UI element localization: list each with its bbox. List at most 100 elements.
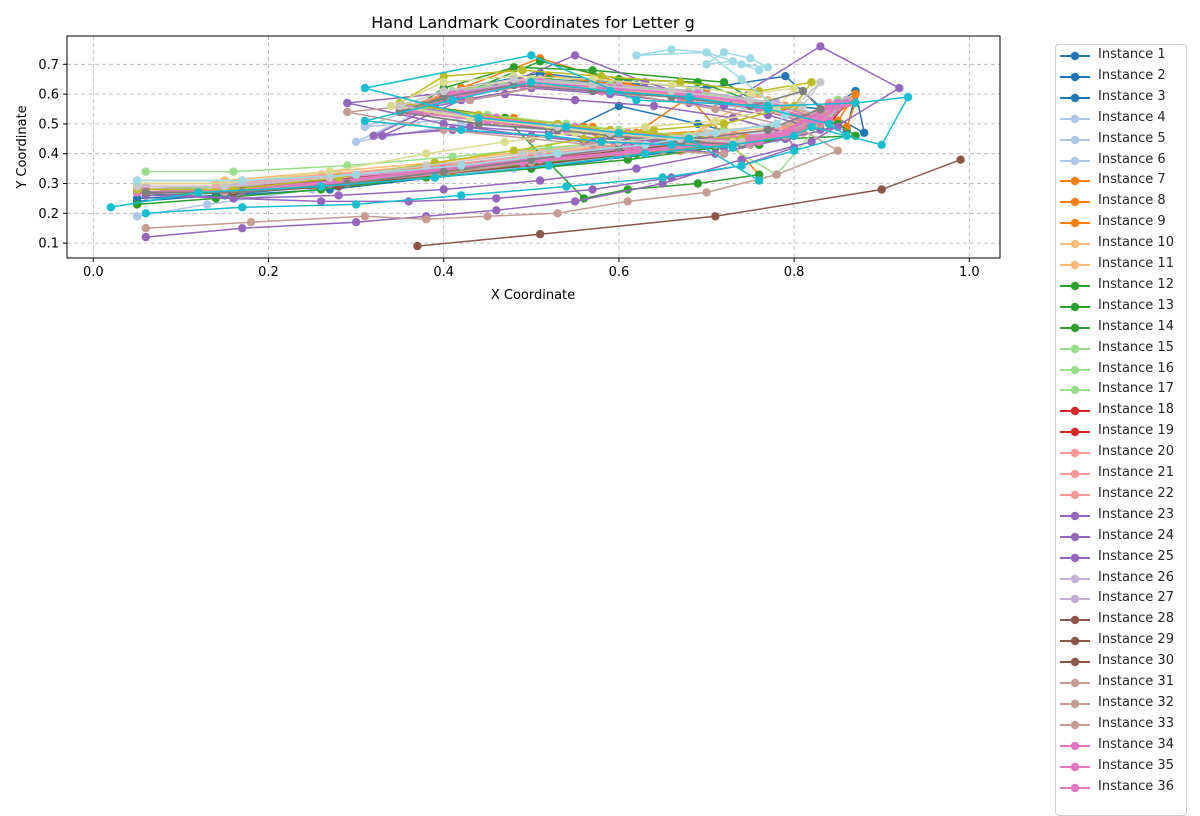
- legend-label: Instance 29: [1098, 632, 1174, 648]
- data-point: [448, 152, 457, 161]
- data-point: [737, 137, 746, 146]
- data-point: [570, 197, 580, 206]
- data-point: [860, 128, 869, 137]
- data-point: [343, 179, 352, 188]
- legend-swatch: [1060, 218, 1090, 228]
- data-point: [194, 188, 203, 197]
- data-point: [316, 197, 326, 206]
- legend-label: Instance 15: [1098, 339, 1174, 355]
- data-point: [579, 134, 589, 143]
- data-point: [386, 101, 396, 111]
- legend: Instance 1 Instance 2 Instance 3 Instance 4…: [1055, 44, 1187, 816]
- legend-swatch: [1060, 762, 1090, 771]
- y-axis: 0.1 0.2 0.3 0.4 0.5 0.6 0.7: [38, 58, 67, 252]
- data-point: [203, 200, 212, 209]
- legend-swatch: [1060, 741, 1090, 750]
- legend-label: Instance 22: [1098, 485, 1174, 501]
- data-point: [527, 51, 536, 60]
- data-point: [474, 119, 483, 129]
- legend-label: Instance 35: [1098, 757, 1174, 773]
- data-point: [614, 83, 624, 93]
- legend-label: Instance 5: [1098, 130, 1166, 146]
- data-point: [649, 125, 659, 135]
- series-line: [417, 158, 961, 247]
- x-tick-label: 0.6: [609, 265, 630, 280]
- data-point: [351, 200, 361, 209]
- data-point: [676, 78, 685, 87]
- legend-item: Instance 2: [1056, 67, 1186, 87]
- y-tick-label: 0.1: [38, 237, 59, 252]
- data-point: [509, 75, 518, 84]
- legend-label: Instance 27: [1098, 590, 1174, 606]
- legend-swatch: [1060, 365, 1090, 374]
- data-point: [623, 143, 632, 152]
- data-point: [439, 78, 448, 87]
- data-point: [570, 95, 580, 105]
- series-layer: [106, 42, 965, 251]
- data-point: [702, 128, 711, 137]
- legend-item: Instance 23: [1056, 506, 1186, 526]
- data-point: [132, 194, 142, 203]
- data-point: [588, 185, 597, 194]
- legend-label: Instance 24: [1098, 527, 1174, 543]
- data-point: [141, 209, 150, 218]
- x-axis-label: X Coordinate: [491, 288, 575, 303]
- x-axis: 0.0 0.2 0.4 0.6 0.8 1.0: [83, 258, 980, 280]
- legend-label: Instance 18: [1098, 402, 1174, 418]
- data-point: [246, 218, 256, 227]
- legend-label: Instance 4: [1098, 109, 1166, 125]
- data-point: [667, 81, 676, 90]
- legend-item: Instance 29: [1056, 631, 1186, 651]
- legend-swatch: [1060, 281, 1090, 291]
- data-point: [825, 119, 834, 129]
- data-point: [895, 83, 904, 93]
- legend-swatch: [1060, 135, 1090, 144]
- legend-swatch: [1060, 156, 1090, 165]
- legend-label: Instance 14: [1098, 318, 1174, 334]
- data-point: [553, 209, 562, 218]
- x-tick-label: 0.4: [433, 265, 454, 280]
- chart-title: Hand Landmark Coordinates for Letter g: [371, 13, 694, 32]
- legend-swatch: [1060, 260, 1090, 270]
- legend-swatch: [1060, 427, 1090, 437]
- data-point: [369, 131, 378, 140]
- legend-swatch: [1060, 302, 1090, 311]
- data-point: [448, 95, 457, 105]
- data-point: [229, 194, 238, 203]
- y-axis-label: Y Coordinate: [15, 105, 30, 189]
- data-point: [457, 125, 466, 135]
- legend-swatch: [1060, 574, 1090, 583]
- legend-swatch: [1060, 323, 1090, 332]
- data-point: [404, 197, 413, 206]
- data-point: [789, 101, 799, 111]
- legend-swatch: [1060, 72, 1090, 82]
- legend-swatch: [1060, 51, 1090, 61]
- legend-label: Instance 12: [1098, 276, 1174, 292]
- legend-label: Instance 21: [1098, 465, 1174, 480]
- data-point: [465, 122, 475, 132]
- data-point: [562, 182, 571, 191]
- legend-item: Instance 24: [1056, 527, 1186, 547]
- legend-swatch: [1060, 448, 1090, 458]
- legend-label: Instance 30: [1098, 653, 1174, 669]
- data-point: [711, 128, 720, 137]
- legend-label: Instance 6: [1098, 151, 1166, 167]
- y-tick-label: 0.7: [38, 58, 59, 73]
- legend-item: Instance 14: [1056, 318, 1186, 338]
- data-point: [711, 212, 720, 221]
- data-point: [649, 101, 659, 111]
- data-point: [903, 92, 913, 102]
- data-point: [851, 98, 860, 108]
- legend-item: Instance 15: [1056, 339, 1186, 359]
- data-point: [816, 42, 825, 51]
- legend-label: Instance 25: [1098, 548, 1174, 564]
- legend-label: Instance 1: [1098, 47, 1166, 62]
- data-point: [544, 131, 553, 140]
- legend-label: Instance 2: [1098, 67, 1166, 83]
- legend-item: Instance 22: [1056, 485, 1186, 505]
- data-point: [535, 78, 545, 87]
- data-point: [360, 116, 370, 126]
- legend-item: Instance 13: [1056, 297, 1186, 317]
- y-tick-label: 0.4: [38, 147, 59, 162]
